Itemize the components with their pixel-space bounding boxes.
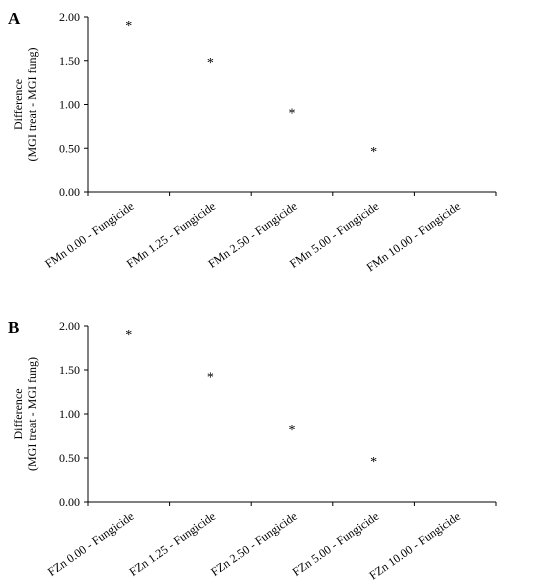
panel-b-letter: B <box>8 318 19 337</box>
panel-b-chart: B 0.00 0.50 1.00 1.50 2.00 FZn 0.00 - Fungicid… <box>8 318 497 582</box>
panel-b-y-tick-label: 1.00 <box>59 407 80 421</box>
panel-a-chart: A 0.00 0.50 1.00 1.50 2.00 FMn 0.00 - Fungicid… <box>8 9 497 274</box>
panel-a-y-axis-label-line1: Difference <box>11 79 25 130</box>
panel-b-y-axis-label-line2: (MGI treat - MGI fung) <box>25 357 39 471</box>
panel-a-y-tick-label: 1.00 <box>59 98 80 112</box>
panel-b-y-tick-label: 2.00 <box>59 319 80 333</box>
panel-a-y-axis-label-line2: (MGI treat - MGI fung) <box>25 48 39 162</box>
panel-a-data-point: * <box>207 56 214 71</box>
panel-a-data-point: * <box>125 19 132 34</box>
panel-b-y-tick-label: 0.50 <box>59 451 80 465</box>
panel-b-y-tick-label: 0.00 <box>59 495 80 509</box>
panel-b-y-tick-label: 1.50 <box>59 363 80 377</box>
panel-a-x-tick-label: FMn 0.00 - Fungicide <box>42 199 136 271</box>
panel-b-y-axis-label-line1: Difference <box>11 388 25 439</box>
panel-a-data-point: * <box>370 145 377 160</box>
panel-b-x-tick-label: FZn 5.00 - Fungicide <box>290 509 382 579</box>
panel-a-y-tick-label: 0.00 <box>59 185 80 199</box>
panel-a-y-tick-label: 0.50 <box>59 141 80 155</box>
panel-a-x-tick-label: FMn 2.50 - Fungicide <box>205 199 299 271</box>
panel-a-x-tick-label: FMn 1.25 - Fungicide <box>124 199 218 271</box>
panel-a-data-point: * <box>289 107 296 122</box>
panel-b-data-point: * <box>370 455 377 470</box>
panel-b-data-point: * <box>125 328 132 343</box>
panel-a-y-tick-label: 2.00 <box>59 10 80 24</box>
panel-b-data-point: * <box>207 370 214 385</box>
panel-a-letter: A <box>8 9 21 28</box>
panel-a-y-tick-label: 1.50 <box>59 54 80 68</box>
panel-b-x-tick-label: FZn 1.25 - Fungicide <box>127 509 219 579</box>
panel-b-x-tick-label: FZn 0.00 - Fungicide <box>45 509 137 579</box>
panel-b-x-tick-label: FZn 2.50 - Fungicide <box>208 509 300 579</box>
panel-b-data-point: * <box>289 423 296 438</box>
